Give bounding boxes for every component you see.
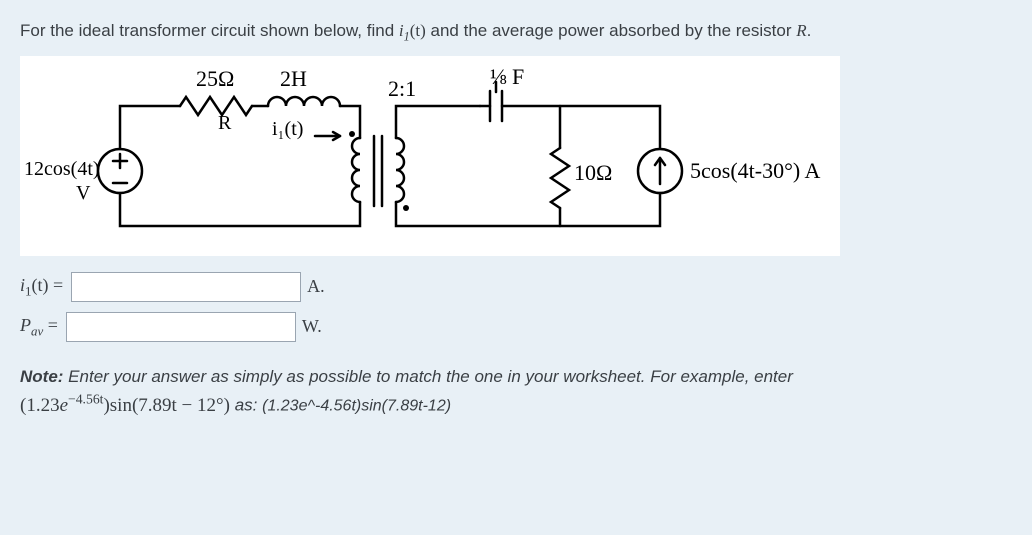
note-as: as: [235, 396, 262, 415]
ex-b: )sin(7.89t − 12°) [103, 395, 230, 416]
note-example-math: (1.23e−4.56t)sin(7.89t − 12°) [20, 395, 235, 416]
label-isrc: 5cos(4t-30°) A [690, 154, 820, 187]
label-ratio: 2:1 [388, 72, 416, 105]
var-i-arg: (t) [410, 21, 426, 40]
pav-unit: W. [302, 313, 322, 340]
i1-lhs-arg: (t) = [32, 275, 64, 295]
prompt-text-2: and the average power absorbed by the re… [426, 21, 796, 40]
ex-exp: −4.56t [68, 391, 103, 406]
label-c-value: ⅛ F [490, 60, 524, 93]
answer-row-i1: i1(t) = A. [20, 272, 1012, 302]
i1-unit: A. [307, 273, 325, 300]
prompt-text-3: . [807, 21, 812, 40]
question-prompt: For the ideal transformer circuit shown … [20, 18, 1012, 46]
circuit-diagram: 25Ω 2H 2:1 ⅛ F R i₁(t) 12cos(4t) V 10Ω 5… [20, 56, 840, 256]
label-r-value: 25Ω [196, 62, 234, 95]
note-example-plain: (1.23e^-4.56t)sin(7.89t-12) [262, 398, 451, 415]
pav-input[interactable] [66, 312, 296, 342]
label-i1: i₁(t) [272, 114, 303, 144]
i1-input[interactable] [71, 272, 301, 302]
label-vsrc-unit: V [76, 178, 90, 208]
pav-lhs-eq: = [43, 315, 58, 335]
pav-lhs-sub: av [31, 324, 43, 339]
label-r-name: R [218, 108, 231, 138]
note-text: Enter your answer as simply as possible … [63, 367, 792, 386]
prompt-text-1: For the ideal transformer circuit shown … [20, 21, 399, 40]
var-R: R [796, 21, 806, 40]
label-l-value: 2H [280, 62, 307, 95]
ex-e: e [60, 395, 68, 416]
note-block: Note: Enter your answer as simply as pos… [20, 364, 1012, 420]
note-bold: Note: [20, 367, 63, 386]
label-r2-value: 10Ω [574, 156, 612, 189]
pav-lhs-p: P [20, 315, 31, 335]
answer-row-pav: Pav = W. [20, 312, 1012, 342]
ex-a: (1.23 [20, 395, 60, 416]
